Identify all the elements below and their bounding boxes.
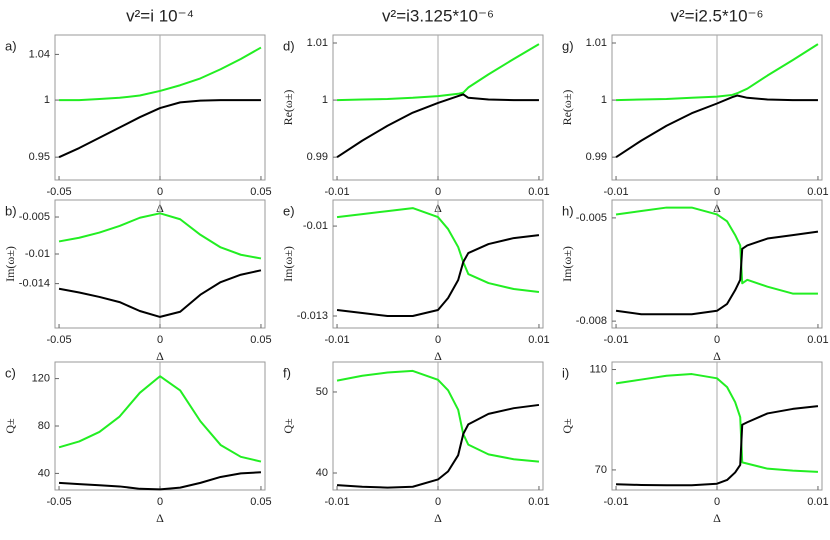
- y-tick-label: 1.04: [29, 48, 50, 60]
- panel-label: c): [5, 365, 16, 380]
- series-line: [58, 471, 262, 491]
- series-line: [336, 234, 540, 318]
- y-tick-label: 1: [601, 94, 607, 106]
- x-tick-label: 0.01: [807, 334, 828, 346]
- y-tick-label: -0.01: [25, 248, 50, 260]
- series-line: [615, 230, 819, 316]
- x-axis-label: Δ: [713, 349, 721, 363]
- x-tick-label: 0.01: [528, 186, 549, 198]
- x-tick-label: 0: [157, 186, 163, 198]
- series-line: [59, 46, 262, 102]
- series-line: [336, 369, 540, 463]
- y-tick-label: 0.99: [307, 151, 328, 163]
- y-axis-label: Im(ω±): [281, 246, 295, 282]
- y-tick-label: 40: [316, 467, 328, 479]
- x-tick-label: 0.05: [250, 186, 271, 198]
- y-axis-label: Q±: [3, 418, 17, 434]
- series-line: [615, 94, 818, 159]
- series-line: [58, 269, 262, 318]
- x-tick-label: -0.01: [603, 496, 628, 508]
- y-tick-label: -0.005: [19, 211, 50, 223]
- y-axis-label: Re(ω±): [560, 90, 574, 126]
- y-tick-label: -0.013: [297, 310, 328, 322]
- y-axis-label: Im(ω±): [3, 246, 17, 282]
- panel-label: h): [562, 203, 574, 218]
- x-tick-label: -0.05: [46, 334, 71, 346]
- series-line: [615, 206, 818, 295]
- x-tick-label: -0.05: [46, 496, 71, 508]
- y-tick-label: 1: [44, 94, 50, 106]
- x-axis-label: Δ: [156, 511, 164, 525]
- series-line: [58, 212, 262, 260]
- x-tick-label: 0.01: [528, 496, 549, 508]
- y-tick-label: 120: [32, 372, 50, 384]
- series-line: [337, 43, 540, 102]
- y-tick-label: 0.95: [29, 151, 50, 163]
- column-title: v²=i 10⁻⁴: [126, 6, 194, 25]
- y-axis-label: Re(ω±): [281, 90, 295, 126]
- y-axis-label: Im(ω±): [560, 246, 574, 282]
- y-tick-label: 0.99: [586, 151, 607, 163]
- x-tick-label: 0.01: [807, 496, 828, 508]
- series-line: [58, 99, 261, 159]
- column-title: v²=i3.125*10⁻⁶: [382, 6, 494, 25]
- series-line: [336, 93, 539, 159]
- x-tick-label: -0.01: [603, 334, 628, 346]
- y-tick-label: 1.01: [307, 37, 328, 49]
- series-line: [615, 373, 819, 473]
- series-line: [616, 405, 819, 487]
- panel-label: i): [562, 365, 569, 380]
- x-tick-label: -0.01: [603, 186, 628, 198]
- x-tick-label: 0.01: [807, 186, 828, 198]
- y-tick-label: 1: [322, 94, 328, 106]
- y-axis-label: Q±: [560, 418, 574, 434]
- x-tick-label: -0.05: [46, 186, 71, 198]
- y-tick-label: 40: [38, 467, 50, 479]
- x-axis-label: Δ: [713, 511, 721, 525]
- x-tick-label: 0: [714, 334, 720, 346]
- series-line: [58, 375, 262, 463]
- x-tick-label: 0: [435, 496, 441, 508]
- x-axis-label: Δ: [434, 349, 442, 363]
- y-tick-label: 110: [589, 363, 607, 375]
- x-tick-label: -0.01: [324, 334, 349, 346]
- y-tick-label: 1.01: [586, 37, 607, 49]
- x-axis-label: Δ: [434, 511, 442, 525]
- x-tick-label: 0.05: [250, 496, 271, 508]
- x-tick-label: 0.01: [528, 334, 549, 346]
- x-tick-label: -0.01: [324, 496, 349, 508]
- y-axis-label: Q±: [281, 418, 295, 434]
- x-axis-label: Δ: [156, 349, 164, 363]
- series-line: [336, 207, 540, 294]
- series-line: [336, 403, 540, 489]
- column-title: v²=i2.5*10⁻⁶: [671, 6, 764, 25]
- panel-label: a): [5, 38, 17, 53]
- x-tick-label: 0: [157, 334, 163, 346]
- x-tick-label: 0.05: [250, 334, 271, 346]
- series-line: [616, 43, 819, 102]
- panel-label: f): [283, 365, 291, 380]
- x-tick-label: -0.01: [324, 186, 349, 198]
- y-tick-label: -0.01: [303, 220, 328, 232]
- y-tick-label: -0.014: [19, 278, 50, 290]
- y-tick-label: -0.008: [576, 315, 607, 327]
- y-tick-label: -0.005: [576, 212, 607, 224]
- panel-label: b): [5, 203, 17, 218]
- panel-label: g): [562, 38, 574, 53]
- x-tick-label: 0: [714, 496, 720, 508]
- x-tick-label: 0: [435, 334, 441, 346]
- y-tick-label: 70: [595, 464, 607, 476]
- panel-label: d): [283, 38, 295, 53]
- y-tick-label: 50: [316, 386, 328, 398]
- y-tick-label: 80: [38, 420, 50, 432]
- panel-label: e): [283, 203, 295, 218]
- x-tick-label: 0: [714, 186, 720, 198]
- x-tick-label: 0: [157, 496, 163, 508]
- x-tick-label: 0: [435, 186, 441, 198]
